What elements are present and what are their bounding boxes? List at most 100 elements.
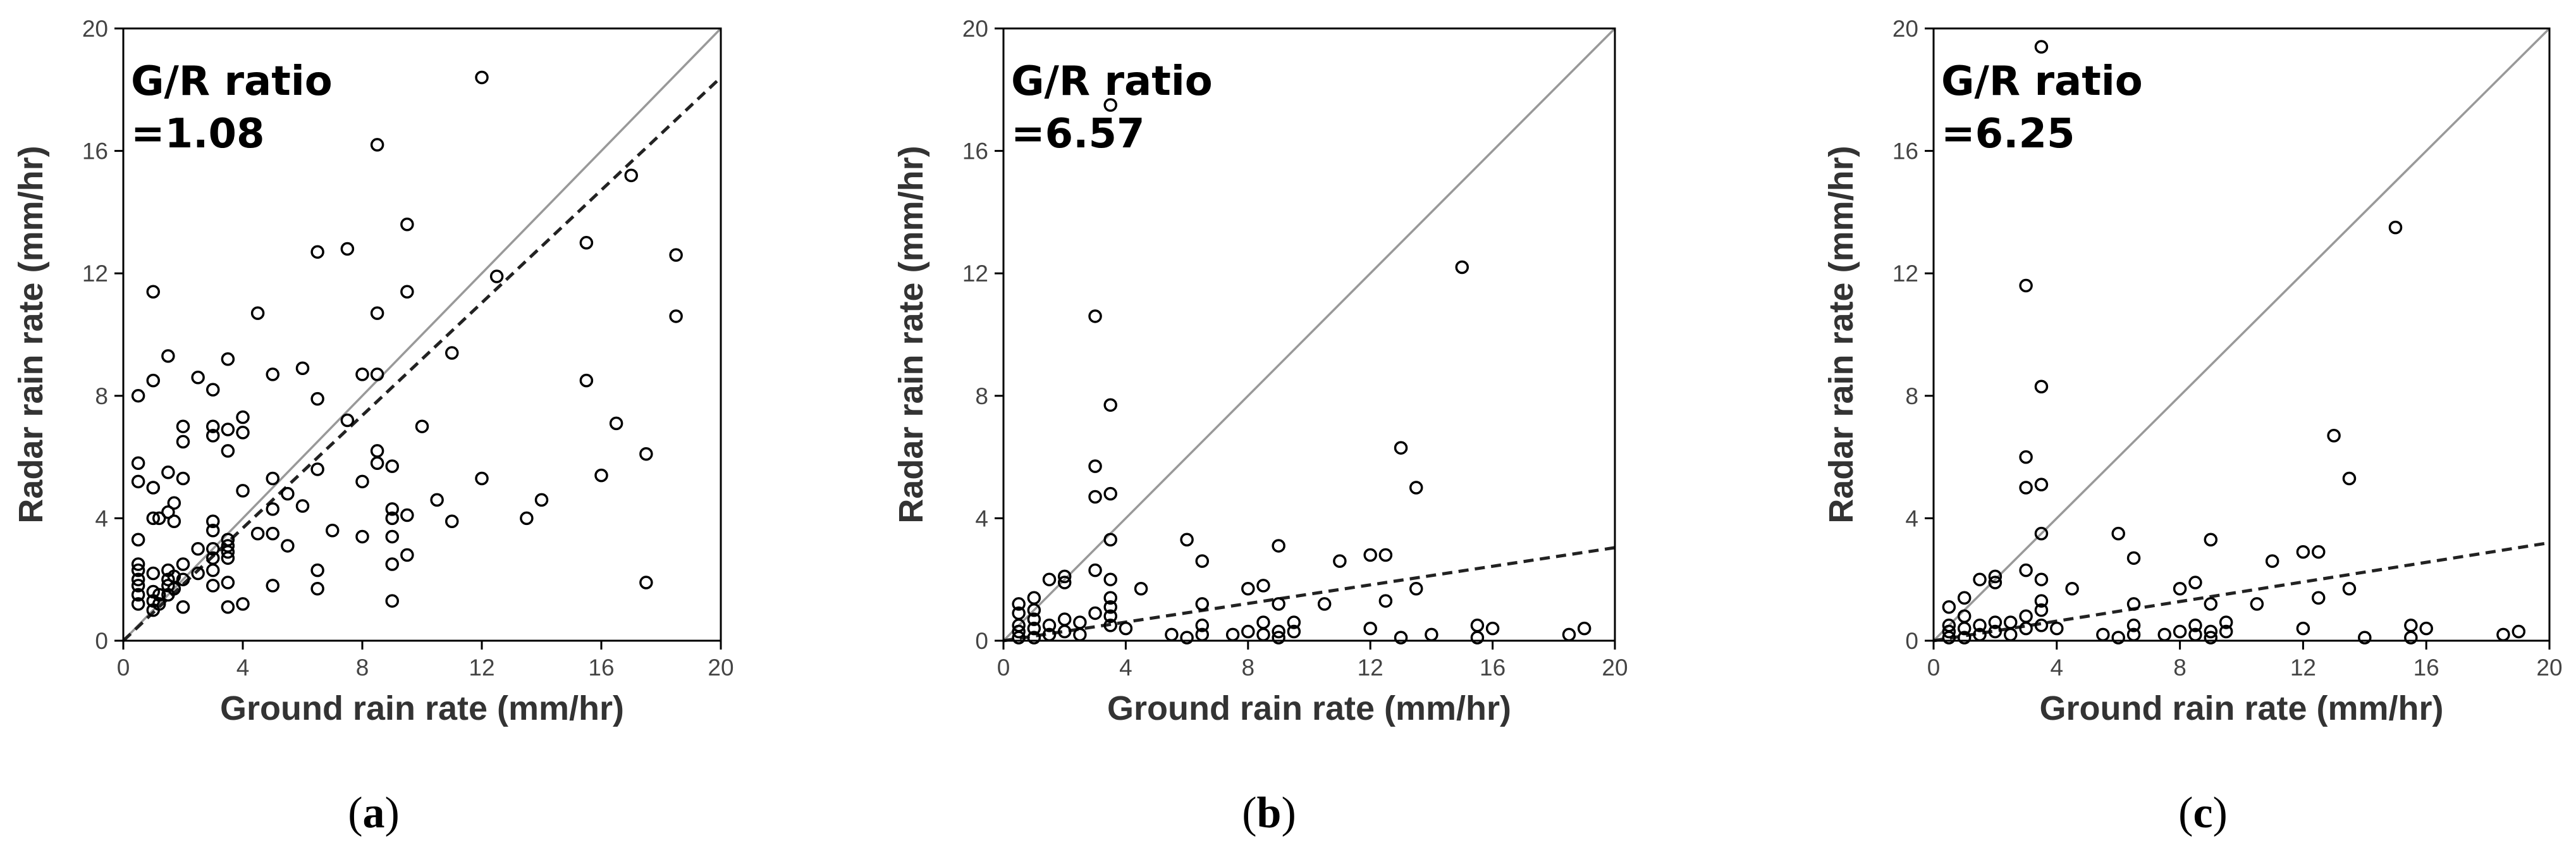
data-point — [1103, 600, 1117, 614]
data-point — [1973, 572, 1987, 586]
data-point — [206, 428, 220, 443]
data-point — [624, 168, 638, 183]
data-point — [221, 444, 235, 458]
data-point — [1957, 591, 1972, 605]
data-point — [639, 447, 653, 461]
data-point — [326, 524, 340, 538]
data-point — [2173, 581, 2187, 596]
data-point — [385, 502, 399, 516]
data-point — [1470, 619, 1485, 632]
data-point — [385, 459, 399, 473]
annotation-title: G/R ratio — [1011, 58, 1213, 105]
data-point — [2034, 594, 2049, 608]
data-point — [1027, 621, 1041, 636]
data-point — [1103, 572, 1117, 586]
data-point — [2034, 526, 2049, 541]
data-point — [2111, 631, 2125, 645]
data-point — [1957, 631, 1972, 645]
data-point — [1272, 539, 1285, 553]
data-point — [1988, 624, 2003, 639]
x-axis-title: Ground rain rate (mm/hr) — [2039, 689, 2443, 727]
x-tick-label: 4 — [2051, 655, 2064, 681]
data-point — [1378, 548, 1393, 562]
data-point — [2019, 278, 2033, 293]
data-point — [2019, 621, 2033, 636]
data-point — [1577, 621, 1592, 636]
panel-label-letter: a — [363, 789, 385, 837]
data-point — [206, 542, 220, 556]
data-point — [1562, 627, 1576, 642]
x-tick-label: 0 — [997, 655, 1010, 681]
x-tick-label: 12 — [469, 655, 494, 681]
data-point — [1165, 627, 1179, 642]
chart-panel-b: 0 4 8 12 16 20 0 4 8 12 16 20 Ground rain rate (mm/h… — [892, 16, 1628, 837]
data-point — [355, 529, 369, 544]
data-point — [475, 70, 489, 85]
data-point — [579, 236, 594, 250]
data-point — [1942, 600, 1956, 614]
x-tick-label: 20 — [708, 655, 733, 681]
data-point — [1012, 597, 1026, 611]
data-point — [1088, 606, 1102, 620]
data-point — [1088, 309, 1102, 323]
data-point — [1425, 627, 1438, 642]
data-point — [1073, 615, 1087, 629]
panel-label-open: ( — [2178, 789, 2193, 837]
x-tick-label: 20 — [2536, 655, 2562, 681]
data-point — [2312, 591, 2326, 605]
data-point — [2126, 597, 2141, 611]
data-point — [2034, 572, 2049, 586]
data-point — [2126, 551, 2141, 565]
data-point — [1455, 260, 1469, 274]
data-point — [385, 557, 399, 571]
x-axis-title: Ground rain rate (mm/hr) — [220, 689, 624, 727]
data-point — [2204, 624, 2218, 639]
data-point — [579, 373, 594, 388]
data-point — [2327, 428, 2341, 443]
data-point — [167, 569, 181, 584]
data-point — [1103, 98, 1117, 112]
data-point — [2019, 563, 2033, 577]
data-point — [1195, 619, 1210, 632]
data-point — [2034, 603, 2049, 617]
data-point — [1272, 631, 1285, 645]
data-point — [131, 588, 145, 602]
data-point — [1333, 554, 1347, 568]
data-point — [415, 419, 429, 433]
data-point — [310, 462, 324, 476]
data-point — [1057, 576, 1072, 589]
panel-label: (a) — [348, 789, 400, 837]
data-point — [2496, 627, 2510, 642]
one-to-one-line — [1932, 27, 2551, 642]
data-point — [221, 539, 235, 553]
data-point — [370, 456, 384, 471]
data-point — [669, 248, 683, 262]
data-point — [1027, 612, 1041, 626]
panel-label-close: ) — [2213, 789, 2228, 837]
data-point — [1287, 624, 1301, 639]
data-point — [1363, 621, 1377, 636]
data-point — [266, 579, 279, 593]
data-point — [236, 484, 250, 498]
x-tick-label: 0 — [1927, 655, 1941, 681]
data-point — [1988, 576, 2003, 589]
data-point — [2419, 621, 2433, 636]
data-point — [1088, 459, 1102, 473]
x-tick-label: 4 — [236, 655, 250, 681]
y-tick-label: 0 — [95, 628, 108, 654]
data-point — [609, 416, 623, 431]
data-point — [206, 563, 220, 577]
data-point — [176, 419, 190, 433]
x-tick-label: 12 — [1358, 655, 1383, 681]
data-point — [1073, 627, 1087, 642]
y-tick-label: 8 — [1905, 383, 1918, 409]
data-point — [146, 511, 160, 526]
data-point — [206, 419, 220, 433]
data-point — [146, 566, 160, 581]
data-point — [206, 551, 220, 565]
data-point — [2173, 624, 2187, 639]
x-tick-label: 16 — [1480, 655, 1506, 681]
data-point — [206, 524, 220, 538]
data-point — [1256, 579, 1270, 593]
annotation-value: =6.25 — [1941, 111, 2075, 157]
